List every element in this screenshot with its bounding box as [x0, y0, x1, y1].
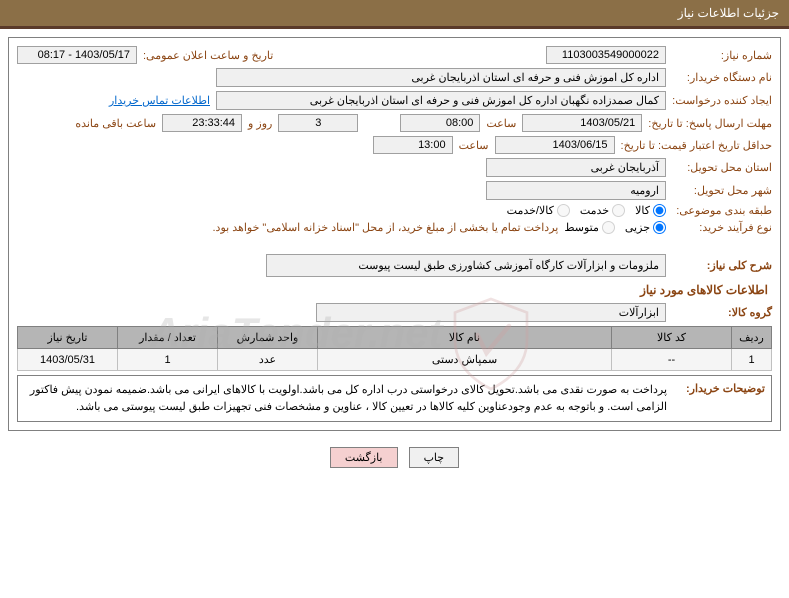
contact-link[interactable]: اطلاعات تماس خریدار [109, 94, 210, 107]
deadline-label: مهلت ارسال پاسخ: تا تاریخ: [648, 117, 772, 130]
countdown-value: 23:33:44 [162, 114, 242, 132]
row-requester: ایجاد کننده درخواست: کمال صمدزاده نگهبان… [17, 91, 772, 110]
cell-product-name: سمپاش دستی [318, 349, 612, 371]
row-need-number: شماره نیاز: 1103003549000022 تاریخ و ساع… [17, 46, 772, 64]
radio-service-label: خدمت [580, 204, 609, 217]
city-value: ارومیه [486, 181, 666, 200]
validity-label: حداقل تاریخ اعتبار قیمت: تا تاریخ: [621, 139, 772, 152]
table-row: 1 -- سمپاش دستی عدد 1 1403/05/31 [18, 349, 772, 371]
print-button[interactable]: چاپ [409, 447, 460, 468]
province-label: استان محل تحویل: [672, 161, 772, 174]
row-deadline: مهلت ارسال پاسخ: تا تاریخ: 1403/05/21 سا… [17, 114, 772, 132]
buyer-org-label: نام دستگاه خریدار: [672, 71, 772, 84]
need-number-label: شماره نیاز: [672, 49, 772, 62]
table-header-row: ردیف کد کالا نام کالا واحد شمارش تعداد /… [18, 327, 772, 349]
row-goods-group: گروه کالا: ابزارآلات [17, 303, 772, 322]
goods-table: ردیف کد کالا نام کالا واحد شمارش تعداد /… [17, 326, 772, 371]
radio-medium[interactable] [602, 221, 615, 234]
validity-time-label: ساعت [459, 139, 489, 152]
row-category: طبقه بندی موضوعی: کالا خدمت کالا/خدمت [17, 204, 772, 217]
radio-partial-label: جزیی [625, 221, 650, 234]
main-container: AriaTender.net شماره نیاز: 1103003549000… [0, 29, 789, 486]
th-row: ردیف [732, 327, 772, 349]
requester-label: ایجاد کننده درخواست: [672, 94, 772, 107]
deadline-date: 1403/05/21 [522, 114, 642, 132]
days-value: 3 [278, 114, 358, 132]
cell-unit: عدد [218, 349, 318, 371]
cell-need-date: 1403/05/31 [18, 349, 118, 371]
goods-group-label: گروه کالا: [672, 306, 772, 319]
radio-goods[interactable] [653, 204, 666, 217]
radio-both[interactable] [557, 204, 570, 217]
purchase-type-label: نوع فرآیند خرید: [672, 221, 772, 234]
goods-group-value: ابزارآلات [316, 303, 666, 322]
need-number-value: 1103003549000022 [546, 46, 666, 64]
radio-goods-label: کالا [635, 204, 650, 217]
th-name: نام کالا [318, 327, 612, 349]
category-label: طبقه بندی موضوعی: [672, 204, 772, 217]
radio-partial[interactable] [653, 221, 666, 234]
payment-note: پرداخت تمام یا بخشی از مبلغ خرید، از محل… [213, 221, 559, 234]
buyer-notes-label: توضیحات خریدار: [675, 382, 765, 415]
deadline-time: 08:00 [400, 114, 480, 132]
requester-value: کمال صمدزاده نگهبان اداره کل اموزش فنی و… [216, 91, 666, 110]
back-button[interactable]: بازگشت [330, 447, 398, 468]
page-header: جزئیات اطلاعات نیاز [0, 0, 789, 29]
deadline-time-label: ساعت [486, 117, 516, 130]
radio-service[interactable] [612, 204, 625, 217]
row-buyer-org: نام دستگاه خریدار: اداره کل اموزش فنی و … [17, 68, 772, 87]
details-fieldset: شماره نیاز: 1103003549000022 تاریخ و ساع… [8, 37, 781, 431]
province-value: آذربایجان غربی [486, 158, 666, 177]
remaining-label: ساعت باقی مانده [75, 117, 156, 130]
cell-qty: 1 [118, 349, 218, 371]
row-validity: حداقل تاریخ اعتبار قیمت: تا تاریخ: 1403/… [17, 136, 772, 154]
button-row: چاپ بازگشت [8, 437, 781, 478]
general-desc-label: شرح کلی نیاز: [672, 259, 772, 272]
row-city: شهر محل تحویل: ارومیه [17, 181, 772, 200]
announce-value: 1403/05/17 - 08:17 [17, 46, 137, 64]
cell-code: -- [612, 349, 732, 371]
row-purchase-type: نوع فرآیند خرید: جزیی متوسط پرداخت تمام … [17, 221, 772, 234]
th-code: کد کالا [612, 327, 732, 349]
row-general-desc: شرح کلی نیاز: ملزومات و ابزارآلات کارگاه… [17, 254, 772, 277]
th-date: تاریخ نیاز [18, 327, 118, 349]
radio-both-label: کالا/خدمت [507, 204, 554, 217]
buyer-notes-text: پرداخت به صورت نقدی می باشد.تحویل کالای … [24, 382, 667, 415]
announce-label: تاریخ و ساعت اعلان عمومی: [143, 49, 273, 62]
row-province: استان محل تحویل: آذربایجان غربی [17, 158, 772, 177]
th-qty: تعداد / مقدار [118, 327, 218, 349]
validity-date: 1403/06/15 [495, 136, 615, 154]
purchase-type-radio-group: جزیی متوسط [564, 221, 666, 234]
buyer-org-value: اداره کل اموزش فنی و حرفه ای استان اذربا… [216, 68, 666, 87]
buyer-notes-box: توضیحات خریدار: پرداخت به صورت نقدی می ب… [17, 375, 772, 422]
validity-time: 13:00 [373, 136, 453, 154]
th-unit: واحد شمارش [218, 327, 318, 349]
radio-medium-label: متوسط [564, 221, 599, 234]
goods-info-title: اطلاعات کالاهای مورد نیاز [17, 283, 772, 297]
general-desc-value: ملزومات و ابزارآلات کارگاه آموزشی کشاورز… [266, 254, 666, 277]
cell-row: 1 [732, 349, 772, 371]
page-title: جزئیات اطلاعات نیاز [678, 6, 779, 20]
city-label: شهر محل تحویل: [672, 184, 772, 197]
days-label: روز و [248, 117, 272, 130]
category-radio-group: کالا خدمت کالا/خدمت [507, 204, 666, 217]
